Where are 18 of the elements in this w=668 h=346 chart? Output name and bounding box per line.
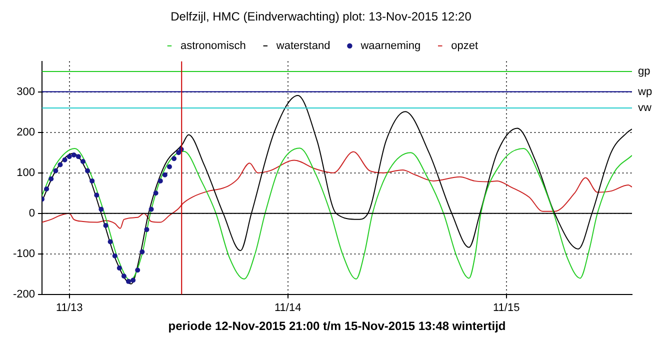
x-tick-label: 11/15: [492, 302, 520, 314]
legend-label: waterstand: [275, 40, 330, 52]
ref-line-label: wp: [637, 86, 652, 98]
y-tick-label: 0: [28, 207, 36, 220]
legend-label: waarneming: [360, 40, 421, 52]
y-tick-label: 300: [16, 86, 36, 98]
chart-title: Delfzijl, HMC (Eindverwachting) plot: 13-Nov-2015 12:20: [170, 10, 472, 24]
x-tick-label: 11/13: [56, 302, 83, 314]
x-axis-title: periode 12-Nov-2015 21:00 t/m 15-Nov-2015 13:48 wintertijd: [168, 319, 506, 334]
legend-label: astronomisch: [180, 40, 246, 52]
y-tick-label: -200: [12, 288, 36, 300]
ref-line-label: gp: [638, 66, 650, 78]
x-tick-label: 11/14: [274, 302, 302, 314]
y-tick-label: 100: [16, 166, 36, 179]
ref-line-label: vw: [638, 102, 652, 114]
y-tick-label: 200: [16, 126, 36, 138]
y-tick-label: -100: [12, 248, 36, 260]
legend-label: opzet: [451, 40, 478, 52]
